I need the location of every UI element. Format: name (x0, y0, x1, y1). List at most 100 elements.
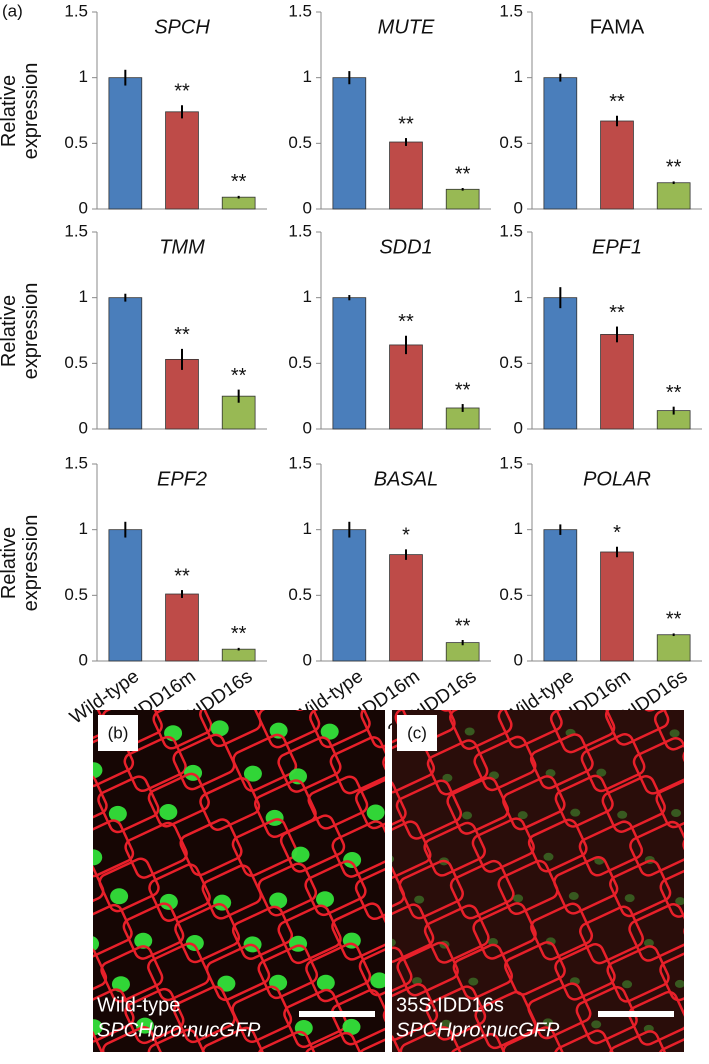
cell-outline (392, 1033, 408, 1052)
nucleus (542, 1018, 553, 1027)
nucleus (316, 891, 335, 908)
cell-outline (148, 863, 211, 922)
bar (600, 334, 634, 430)
cell-outline (331, 902, 385, 961)
y-tick-label: 1.5 (64, 221, 88, 240)
bar (221, 196, 256, 210)
nucleus (185, 935, 204, 952)
chart-title: BASAL (374, 468, 438, 490)
bar (389, 344, 423, 430)
bar (543, 529, 578, 662)
y-tick-label: 0.5 (499, 133, 523, 152)
y-tick-label: 0 (514, 650, 523, 669)
nucleus (624, 894, 635, 903)
bar (445, 642, 480, 662)
cell-outline (395, 779, 463, 840)
nucleus (159, 804, 178, 821)
nucleus (442, 773, 453, 782)
y-tick-label: 1 (79, 519, 88, 538)
cell-outline (93, 710, 107, 751)
nucleus (58, 804, 76, 820)
cell-outline (93, 773, 108, 831)
nucleus (699, 686, 709, 694)
nucleus (596, 768, 607, 777)
cell-outline (705, 689, 709, 748)
nucleus (217, 975, 236, 992)
y-tick-label: 0.5 (499, 585, 523, 604)
y-tick-label: 1.5 (64, 453, 88, 472)
bar (389, 554, 423, 662)
cell-outline (502, 1026, 566, 1052)
panel-label-box (397, 715, 437, 751)
cell-outline (179, 818, 243, 877)
y-tick-label: 1 (303, 287, 312, 306)
nucleus (320, 723, 339, 740)
cell-outline (98, 857, 160, 913)
cell-outline (392, 778, 407, 838)
cell-outline (628, 903, 684, 962)
chart-title: MUTE (378, 16, 435, 38)
nucleus (698, 855, 708, 863)
cell-outline (473, 735, 537, 792)
cell-outline (152, 710, 213, 750)
cell-outline (309, 710, 371, 749)
nucleus (392, 938, 396, 947)
nucleus (210, 720, 229, 737)
cell-outline (682, 731, 684, 790)
cell-outline (683, 907, 684, 961)
nucleus (366, 804, 385, 821)
nucleus (269, 974, 288, 991)
nucleus (468, 977, 479, 986)
significance-label: ** (231, 171, 247, 193)
cell-outline (392, 903, 435, 963)
y-tick-label: 0.5 (288, 353, 312, 372)
cell-outline (330, 989, 385, 1046)
cell-outline (396, 941, 459, 997)
cell-outline (354, 863, 385, 920)
nucleus (617, 810, 628, 819)
y-tick-label: 1 (514, 519, 523, 538)
panel-caption: Wild-type (97, 994, 180, 1016)
cell-outline (655, 773, 684, 829)
nucleus (32, 682, 50, 698)
cell-outline (659, 862, 684, 918)
cell-outline (449, 710, 513, 750)
y-tick-label: 1 (514, 67, 523, 86)
cell-outline (277, 736, 342, 793)
y-tick-label: 0 (303, 198, 312, 217)
nucleus (110, 888, 129, 905)
y-tick-label: 1 (79, 287, 88, 306)
significance-label: ** (666, 382, 682, 404)
cell-outline (604, 710, 670, 746)
y-tick-label: 1.5 (499, 1, 523, 20)
bar (221, 648, 256, 662)
y-tick-label: 0 (79, 198, 88, 217)
nucleus (441, 1019, 452, 1028)
cell-outline (231, 818, 298, 877)
cell-outline (283, 988, 348, 1049)
bar (332, 529, 367, 662)
cell-outline (358, 1032, 385, 1052)
panel-caption: SPCHpro:nucGFP (97, 1019, 261, 1041)
cell-outline (331, 820, 385, 878)
nucleus (675, 897, 684, 906)
cell-outline (659, 945, 684, 1002)
cell-outline (392, 983, 439, 1041)
nucleus (243, 765, 262, 782)
panel-label: (b) (108, 723, 129, 742)
cell-outline (497, 859, 559, 916)
cell-outline (93, 819, 135, 878)
chart-title: SDD1 (379, 236, 432, 258)
y-tick-label: 0 (79, 650, 88, 669)
cell-outline (504, 941, 566, 996)
cell-outline (93, 1027, 106, 1052)
significance-label: ** (174, 565, 190, 587)
nucleus (464, 727, 475, 736)
cell-outline (446, 776, 510, 835)
bar (445, 188, 480, 210)
y-tick-label: 0 (303, 650, 312, 669)
bar (543, 77, 578, 210)
cell-outline (147, 1028, 208, 1052)
significance-label: ** (609, 91, 625, 113)
